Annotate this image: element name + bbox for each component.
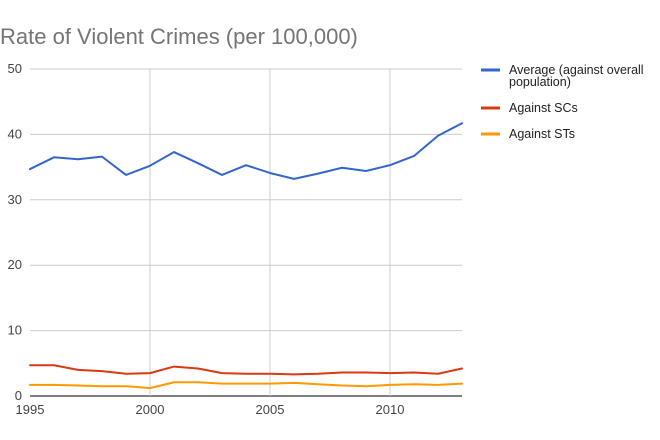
y-tick-label: 10	[8, 323, 22, 338]
y-tick-label: 40	[8, 126, 22, 141]
chart-title: Rate of Violent Crimes (per 100,000)	[0, 24, 358, 49]
legend-label: Against STs	[509, 127, 575, 141]
gridlines	[30, 68, 462, 397]
y-tick-label: 0	[15, 388, 22, 403]
y-axis-ticks: 0 10 20 30 40 50	[8, 61, 22, 403]
y-tick-label: 20	[8, 257, 22, 272]
legend-label: Against SCs	[509, 101, 578, 115]
x-tick-label: 1995	[16, 402, 45, 417]
y-tick-label: 30	[8, 192, 22, 207]
series-lines	[29, 122, 463, 390]
legend-label: Average (against overall	[509, 63, 644, 77]
y-tick-label: 50	[8, 61, 22, 76]
legend-item-against-sts: Against STs	[481, 127, 575, 141]
series-against-scs	[29, 364, 463, 376]
x-tick-label: 2000	[136, 402, 165, 417]
series-line-against-sts	[29, 381, 463, 390]
legend-item-against-scs: Against SCs	[481, 101, 578, 115]
series-average	[29, 122, 463, 180]
series-line-against-scs	[29, 364, 463, 376]
legend-label: population)	[509, 75, 571, 89]
series-against-sts	[29, 381, 463, 390]
x-tick-label: 2010	[376, 402, 405, 417]
series-line-average	[29, 122, 463, 180]
x-axis-ticks: 1995 2000 2005 2010	[16, 402, 405, 417]
x-tick-label: 2005	[256, 402, 285, 417]
